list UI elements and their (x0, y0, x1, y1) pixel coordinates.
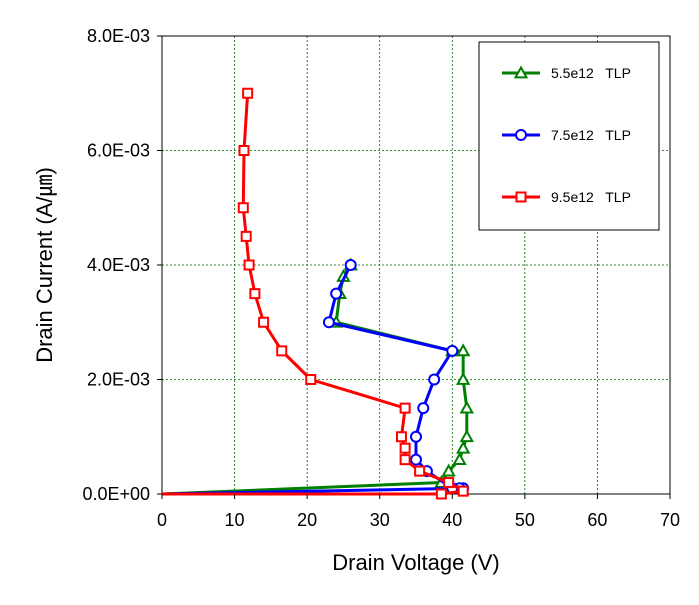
data-point (459, 400, 474, 414)
data-point (395, 431, 407, 443)
x-tick-label: 60 (587, 510, 607, 530)
x-tick-label: 0 (157, 510, 167, 530)
x-tick-label: 20 (297, 510, 317, 530)
data-point (417, 402, 430, 415)
data-point (243, 259, 255, 271)
legend-label: 5.5e12 TLP (551, 65, 631, 81)
axes: 0 10 20 30 40 50 60 70 0.0E+00 2.0E-03 4.0E-03 6.0E… (82, 26, 680, 530)
x-tick-label: 40 (442, 510, 462, 530)
data-point (441, 463, 456, 477)
legend-label: 7.5e12 TLP (551, 127, 631, 143)
x-tick-label: 10 (225, 510, 245, 530)
x-tick-label: 70 (660, 510, 680, 530)
data-point (305, 374, 317, 385)
data-point (435, 488, 447, 500)
legend-marker (513, 65, 529, 79)
legend: 5.5e12 TLP 7.5e12 TLP 9.5e12 TLP (478, 41, 660, 231)
data-point (452, 452, 467, 466)
data-point (330, 287, 343, 300)
data-point (457, 485, 469, 497)
data-point (455, 440, 471, 454)
data-point (240, 230, 252, 242)
data-point (455, 371, 471, 385)
data-point (242, 87, 254, 99)
data-point (249, 288, 261, 300)
y-tick-label: 8.0E-03 (87, 26, 150, 46)
series-3 (162, 87, 469, 500)
data-point (322, 316, 335, 329)
data-point (410, 453, 422, 466)
data-point (258, 316, 270, 328)
x-axis-title: Drain Voltage (V) (332, 550, 500, 575)
data-point (238, 145, 250, 156)
legend-marker (515, 191, 527, 203)
y-tick-label: 6.0E-03 (87, 141, 150, 161)
data-point (237, 202, 249, 214)
data-point (455, 343, 471, 357)
x-tick-label: 30 (370, 510, 390, 530)
data-point (399, 454, 411, 466)
series-layer (161, 87, 474, 500)
series-1 (161, 257, 474, 496)
y-tick-label: 2.0E-03 (87, 370, 150, 390)
data-point (276, 345, 288, 357)
data-point (459, 429, 474, 443)
data-point (399, 442, 411, 454)
legend-label: 9.5e12 TLP (551, 189, 631, 205)
data-point (428, 373, 441, 386)
x-tick-label: 50 (515, 510, 535, 530)
legend-marker (515, 129, 527, 141)
data-point (399, 402, 411, 414)
data-point (410, 430, 422, 443)
data-point (446, 344, 459, 357)
y-tick-label: 4.0E-03 (87, 255, 150, 275)
y-tick-label: 0.0E+00 (82, 484, 150, 504)
data-point (344, 259, 357, 271)
data-point (443, 477, 455, 489)
y-axis-title: Drain Current (A/㎛) (32, 167, 58, 363)
data-point (414, 465, 426, 477)
